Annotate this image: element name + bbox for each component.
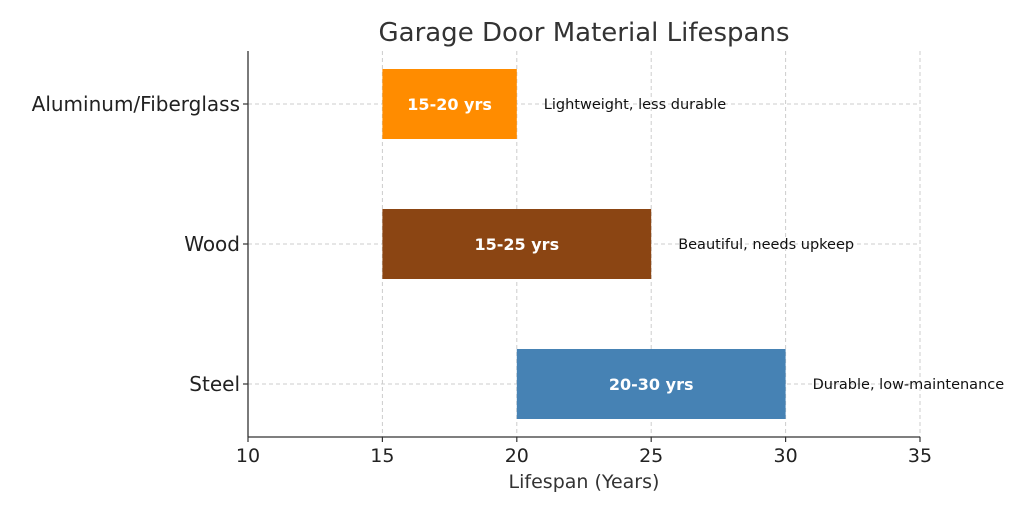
bar-value-label: 20-30 yrs [609, 375, 694, 394]
range-bar [516, 349, 786, 419]
x-tick-label: 20 [505, 445, 529, 467]
y-category-label: Wood [184, 232, 240, 256]
chart-title: Garage Door Material Lifespans [378, 18, 789, 48]
x-tick-label: 15 [370, 445, 394, 467]
x-tick-label: 35 [908, 445, 932, 467]
bar-value-label: 15-20 yrs [407, 95, 492, 114]
bar-annotation: Durable, low-maintenance [813, 377, 1005, 393]
bar-annotation: Beautiful, needs upkeep [678, 237, 854, 253]
bar-value-label: 15-25 yrs [475, 235, 560, 254]
x-tick-label: 10 [236, 445, 260, 467]
x-axis-label: Lifespan (Years) [509, 471, 660, 493]
range-bar [382, 209, 652, 279]
bar-annotation: Lightweight, less durable [544, 97, 726, 113]
x-tick-label: 30 [774, 445, 798, 467]
bar-layer: 15-20 yrs Lightweight, less durable 15-25 … [382, 69, 1004, 419]
y-category-label: Aluminum/Fiberglass [32, 92, 240, 116]
range-bar [382, 69, 517, 139]
x-tick-label: 25 [639, 445, 663, 467]
y-category-label: Steel [189, 372, 240, 396]
tick-layer: 10 15 20 25 30 35 Aluminum/Fiberglass Wood Steel [32, 92, 932, 467]
